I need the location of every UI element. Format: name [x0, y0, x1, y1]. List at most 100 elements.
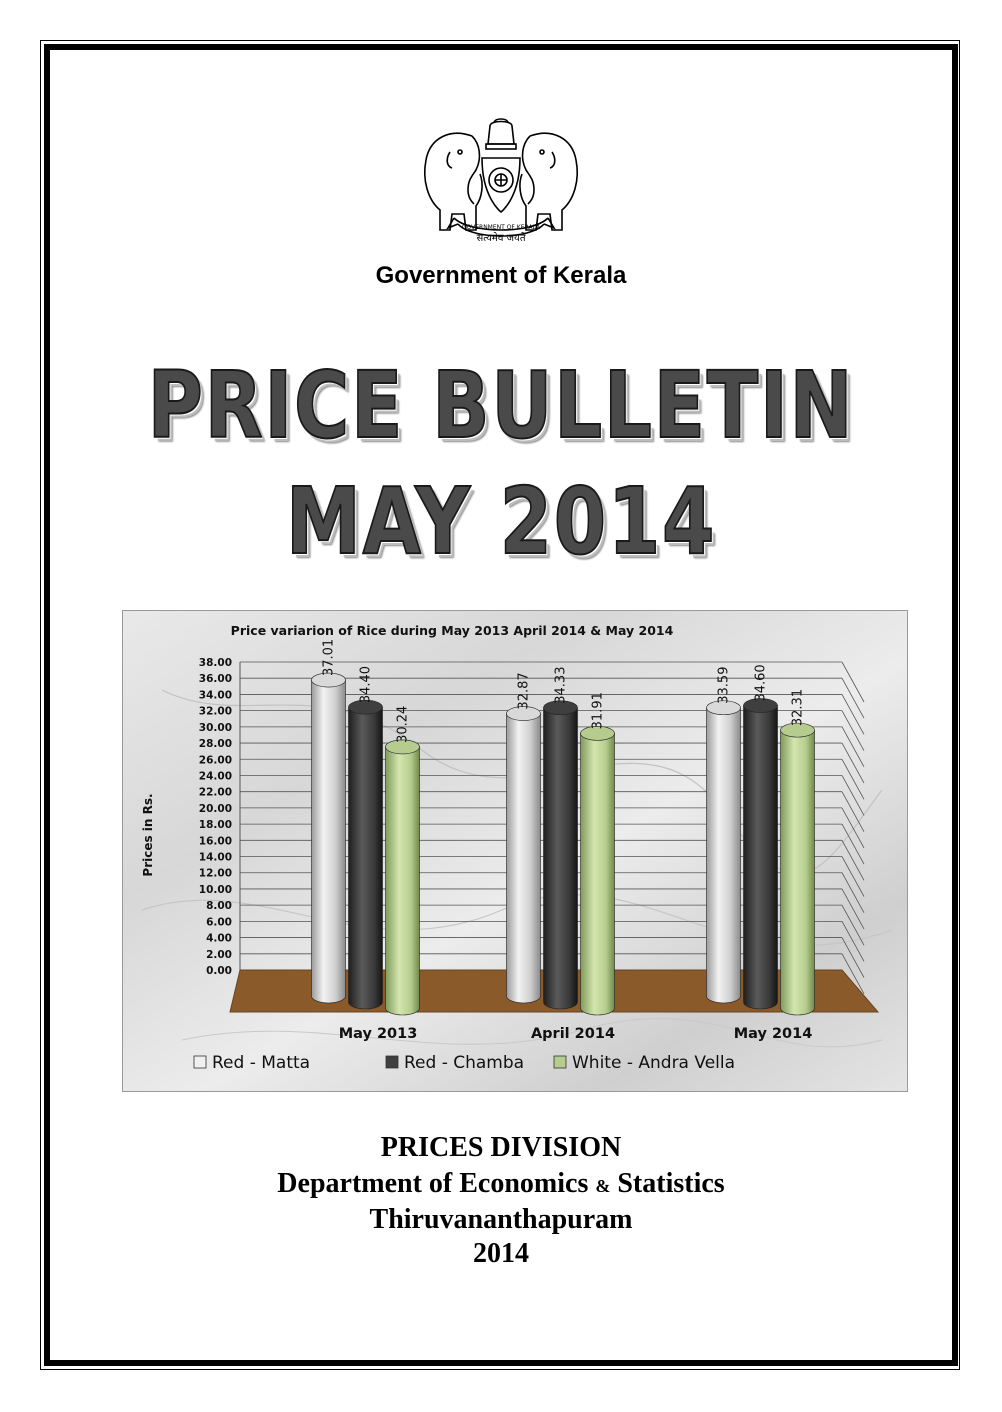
y-tick-label: 34.00 [199, 689, 232, 701]
x-tick-label: May 2014 [734, 1026, 813, 1042]
bar-2-0: 33.59 [706, 667, 741, 1004]
bar-0-2: 30.24 [385, 706, 420, 1016]
gridline-depth [841, 856, 865, 897]
bar-0-0: 37.01 [311, 639, 346, 1004]
gridline-depth [841, 872, 865, 913]
department-part2: Statistics [610, 1168, 725, 1199]
bar-value-label: 30.24 [396, 706, 411, 743]
prices-division: PRICES DIVISION [380, 1132, 622, 1163]
y-tick-label: 10.00 [199, 884, 232, 896]
bar-body [506, 713, 541, 1004]
gridline-depth [841, 791, 865, 832]
y-tick-label: 12.00 [199, 868, 232, 880]
gridline-depth [841, 678, 865, 719]
chart-legend: Red - Matta Red - Chamba White - Andra Vel… [193, 1053, 735, 1073]
bar-top [780, 722, 815, 738]
gridline-depth [841, 694, 865, 735]
y-tick-label: 0.00 [206, 965, 232, 977]
y-tick-label: 22.00 [199, 787, 232, 799]
page-border-inner [44, 44, 958, 1366]
publication-year: 2014 [473, 1238, 529, 1269]
y-tick-label: 16.00 [199, 835, 232, 847]
bar-value-label: 34.33 [554, 667, 569, 704]
gridline-depth [841, 953, 865, 994]
gridline-depth [841, 904, 865, 946]
bar-body [780, 729, 815, 1016]
gridline-depth [841, 823, 865, 865]
chart-y-ticks: 0.00 2.00 4.00 6.00 8.00 10.00 12.00 14.00 16.00… [199, 657, 232, 977]
y-tick-label: 20.00 [199, 803, 232, 815]
bar-1-2: 31.91 [580, 692, 615, 1016]
city-name: Thiruvananthapuram [369, 1204, 633, 1235]
bar-body [311, 679, 346, 1004]
emblem-ribbon-text: GOVERNMENT OF KERALA [462, 224, 541, 231]
rice-price-chart: 0.00 2.00 4.00 6.00 8.00 10.00 12.00 14.00 16.00… [122, 610, 908, 1092]
chart-x-labels: May 2013 April 2014 May 2014 [339, 1026, 813, 1042]
gridline-depth [841, 742, 865, 784]
emblem-motto: सत्यमेव जयते [476, 233, 526, 244]
bar-top [706, 700, 741, 716]
legend-item: White - Andra Vella [553, 1053, 735, 1073]
bar-value-label: 37.01 [322, 639, 337, 676]
bar-value-label: 34.60 [754, 664, 769, 701]
y-tick-label: 8.00 [206, 900, 232, 912]
gridline-depth [841, 888, 865, 930]
kerala-emblem-icon: GOVERNMENT OF KERALA [424, 118, 578, 237]
gridline-depth [841, 921, 865, 962]
y-tick-label: 26.00 [199, 754, 232, 766]
bar-body [348, 706, 383, 1010]
bar-1-1: 34.33 [543, 667, 578, 1010]
bar-top [348, 699, 383, 715]
gridline-depth [841, 840, 865, 881]
gridline-depth [841, 726, 865, 768]
y-tick-label: 4.00 [206, 933, 232, 945]
y-tick-label: 24.00 [199, 770, 232, 782]
gridline-depth [841, 775, 865, 816]
x-tick-label: May 2013 [339, 1026, 418, 1042]
department-part1: Department of Economics [277, 1168, 596, 1199]
bulletin-title: PRICE BULLETIN [147, 351, 855, 460]
department-name: Department of Economics & Statistics [0, 1168, 1002, 1200]
y-tick-label: 2.00 [206, 949, 232, 961]
bar-top [743, 698, 778, 713]
chart-y-axis-label: Prices in Rs. [141, 793, 155, 876]
bar-value-label: 34.40 [359, 666, 374, 703]
department-ampersand: & [595, 1176, 611, 1196]
bar-top [580, 726, 615, 741]
gridline-depth [841, 710, 865, 751]
legend-label: White - Andra Vella [572, 1053, 735, 1073]
gridline-depth [841, 759, 865, 800]
bar-value-label: 32.87 [517, 672, 532, 709]
bar-body [706, 707, 741, 1004]
chart-bars: 37.01 34.40 30.24 32.87 34.33 31.91 33.59 34.60… [311, 639, 815, 1016]
bar-top [543, 700, 578, 716]
legend-label: Red - Chamba [404, 1053, 524, 1073]
bar-body [543, 707, 578, 1010]
legend-item: Red - Chamba [385, 1053, 524, 1073]
y-tick-label: 18.00 [199, 819, 232, 831]
y-tick-label: 30.00 [199, 722, 232, 734]
y-tick-label: 36.00 [199, 673, 232, 685]
bar-0-1: 34.40 [348, 666, 383, 1010]
bar-body [580, 733, 615, 1016]
bulletin-month: MAY 2014 [285, 467, 717, 576]
x-tick-label: April 2014 [531, 1026, 615, 1042]
bar-body [385, 746, 420, 1016]
bar-value-label: 31.91 [591, 692, 606, 729]
y-tick-label: 32.00 [199, 706, 232, 718]
bar-value-label: 33.59 [717, 667, 732, 704]
legend-item: Red - Matta [193, 1053, 310, 1073]
bar-top [506, 706, 541, 721]
bar-value-label: 32.31 [791, 689, 806, 726]
bar-2-2: 32.31 [780, 689, 815, 1016]
legend-swatch [385, 1055, 399, 1069]
y-tick-label: 14.00 [199, 852, 232, 864]
bar-1-0: 32.87 [506, 672, 541, 1004]
y-tick-label: 6.00 [206, 916, 232, 928]
legend-swatch [553, 1055, 567, 1069]
legend-label: Red - Matta [212, 1053, 310, 1073]
y-tick-label: 38.00 [199, 657, 232, 669]
gridline-depth [841, 937, 865, 978]
government-name: Government of Kerala [375, 262, 627, 289]
bar-body [743, 705, 778, 1010]
